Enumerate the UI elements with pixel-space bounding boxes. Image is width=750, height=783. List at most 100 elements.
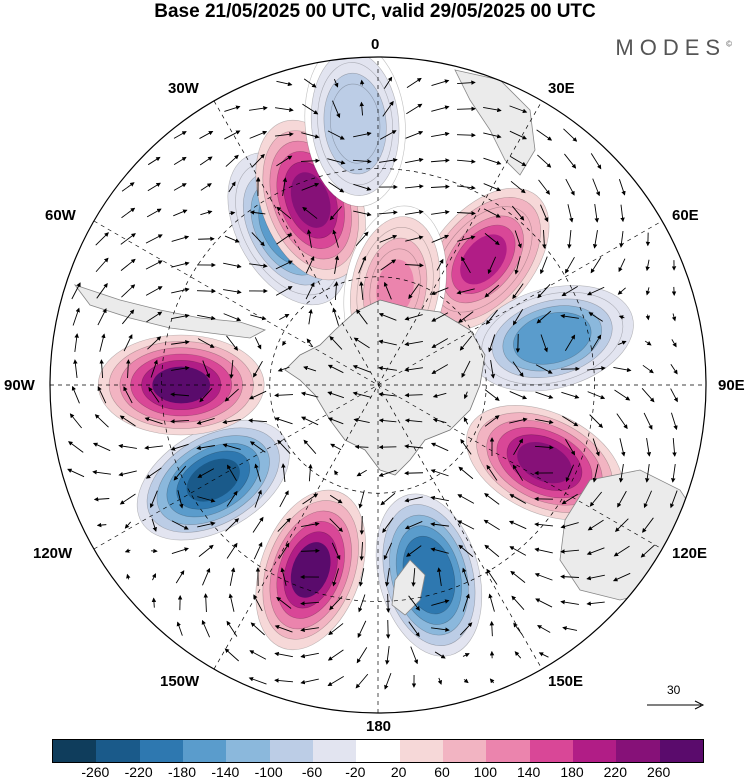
- wind-arrow: [249, 105, 268, 111]
- wind-arrow: [590, 334, 602, 351]
- wind-arrow: [224, 648, 240, 662]
- wind-arrow: [278, 542, 290, 559]
- wind-arrow: [300, 158, 320, 163]
- wind-arrow: [463, 391, 469, 400]
- colorbar-tick-label: -60: [301, 764, 323, 780]
- wind-arrow: [352, 364, 371, 373]
- wind-arrow: [511, 205, 525, 221]
- wind-arrow: [144, 417, 163, 425]
- wind-arrow: [487, 256, 497, 275]
- wind-arrow: [170, 419, 190, 424]
- wind-arrow: [198, 544, 214, 557]
- wind-arrow: [327, 676, 344, 687]
- wind-arrow: [254, 337, 262, 350]
- wind-arrow: [352, 391, 371, 398]
- wind-arrow: [170, 443, 189, 451]
- wind-arrow: [462, 593, 470, 612]
- wind-arrow: [149, 490, 158, 509]
- wind-arrow: [534, 522, 554, 527]
- wind-arrow: [640, 544, 655, 558]
- wind-arrow: [119, 415, 136, 427]
- wind-arrow: [300, 548, 320, 554]
- colorbar-tick-label: -20: [345, 764, 366, 780]
- wind-arrow: [645, 287, 651, 296]
- wind-arrow: [619, 230, 624, 248]
- wind-arrow: [327, 417, 344, 425]
- wind-arrow: [613, 545, 630, 557]
- wind-arrow: [406, 77, 422, 88]
- wind-arrow: [513, 438, 523, 456]
- wind-arrow: [612, 572, 631, 582]
- wind-arrow: [404, 521, 423, 530]
- wind-arrow: [353, 337, 370, 349]
- wind-arrow: [302, 493, 319, 505]
- wind-arrow: [332, 307, 340, 326]
- wind-arrow: [72, 307, 80, 326]
- wind-vectors: [67, 76, 678, 690]
- wind-arrow: [123, 334, 133, 352]
- wind-arrow: [643, 490, 652, 509]
- anomaly-contour: [524, 319, 581, 358]
- wind-arrow: [171, 261, 190, 268]
- colorbar-tick-label: -100: [254, 764, 283, 780]
- wind-arrow: [69, 413, 82, 429]
- wind-arrow: [196, 445, 215, 451]
- anomaly-contour: [290, 542, 331, 598]
- wind-arrow: [456, 211, 476, 216]
- wind-arrow: [118, 470, 137, 477]
- wind-arrow: [430, 287, 449, 296]
- wind-arrow: [196, 288, 216, 294]
- wind-arrow: [276, 233, 293, 245]
- africa-tip: [454, 69, 536, 176]
- lon-label-120w: 120W: [33, 545, 73, 562]
- wind-arrow: [560, 599, 579, 605]
- colorbar-cell: [226, 740, 270, 762]
- colorbar-tick-label: 140: [516, 764, 541, 780]
- wind-arrow: [586, 574, 605, 581]
- wind-arrow: [121, 284, 136, 298]
- wind-arrow: [334, 255, 340, 274]
- lon-label-0: 0: [371, 36, 380, 53]
- wind-arrow: [456, 106, 476, 112]
- wind-arrow: [538, 179, 551, 195]
- wind-arrow: [223, 313, 242, 322]
- wind-arrow: [383, 542, 393, 561]
- wind-arrow: [250, 314, 267, 321]
- wind-arrow: [121, 309, 135, 325]
- colorbar-tick-label: 220: [603, 764, 628, 780]
- wind-arrow: [484, 544, 500, 558]
- wind-arrow: [459, 622, 473, 636]
- wind-arrow: [589, 414, 603, 429]
- wind-arrow: [176, 621, 183, 636]
- wind-arrow: [405, 235, 424, 242]
- wind-arrow: [671, 412, 678, 431]
- wind-arrow: [382, 517, 394, 534]
- wind-arrow: [249, 441, 266, 453]
- wind-arrow: [588, 312, 603, 322]
- wind-arrow: [119, 493, 136, 505]
- wind-arrow: [202, 360, 211, 379]
- colorbar-tick-label: 260: [646, 764, 671, 780]
- wind-arrow: [329, 335, 343, 350]
- wind-arrow: [641, 388, 655, 403]
- wind-arrow: [535, 598, 553, 608]
- wind-arrow: [458, 466, 474, 480]
- wind-arrow: [430, 495, 449, 502]
- wind-arrow: [276, 155, 293, 167]
- wind-arrow: [275, 286, 293, 296]
- wind-arrow: [92, 442, 111, 452]
- wind-arrow: [537, 284, 551, 299]
- colorbar-cell: [312, 740, 357, 762]
- wind-arrow: [203, 593, 208, 613]
- wind-arrow: [404, 444, 423, 449]
- wind-arrow: [619, 438, 626, 457]
- lon-label-30e: 30E: [548, 80, 575, 97]
- wind-arrow: [171, 287, 190, 294]
- wind-arrow: [670, 490, 678, 509]
- wind-arrow: [514, 230, 522, 249]
- wind-arrow: [534, 547, 553, 554]
- wind-arrow: [202, 567, 211, 586]
- wind-arrow: [378, 418, 397, 423]
- wind-arrow: [171, 313, 190, 320]
- wind-arrow: [594, 204, 599, 223]
